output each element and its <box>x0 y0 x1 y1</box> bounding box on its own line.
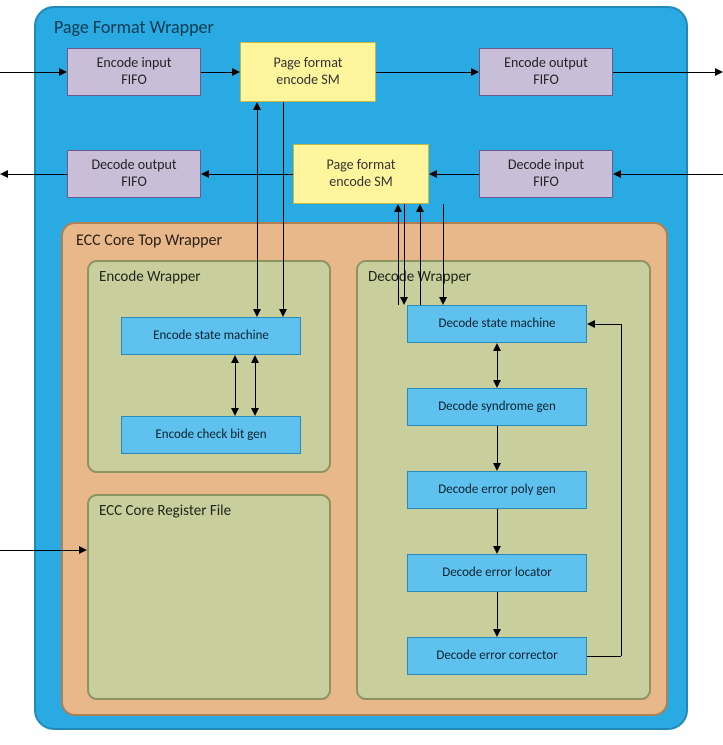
esm-ecbg-2-dn <box>251 408 259 416</box>
arrow-head-dof-to-out <box>0 170 8 178</box>
arrow-dsm-dsg <box>497 351 499 380</box>
pf-encode-sm-top: Page format encode SM <box>240 42 376 102</box>
decode-input-fifo: Decode input FIFO <box>479 150 613 198</box>
arrow-del-dec <box>497 592 499 629</box>
arrow-in-to-eif <box>0 72 59 74</box>
arrow-head-down-dsm-dsg <box>493 380 501 388</box>
arrow-head-sm1-to-eof <box>471 68 479 76</box>
sm2-dsm-down-head <box>439 297 447 305</box>
esm-ecbg-2 <box>255 363 257 408</box>
decode-error-locator: Decode error locator <box>407 554 587 592</box>
decode-error-corrector: Decode error corrector <box>407 637 587 675</box>
arrow-dsg-dpg <box>497 426 499 463</box>
arrow-in-to-dif <box>621 174 723 176</box>
arrow-sm2-to-dof <box>209 174 293 176</box>
arrow-head-up-esm-ecbg <box>231 355 239 363</box>
page-format-wrapper-label: Page Format Wrapper <box>54 16 214 38</box>
loop-v <box>621 324 623 656</box>
sm2-dsm-down <box>443 204 445 297</box>
arrow-head-reg-in <box>79 546 87 554</box>
arrow-dof-to-out <box>8 174 67 176</box>
encode-wrapper-label: Encode Wrapper <box>99 268 201 286</box>
arrow-head-up-sm1-esm <box>253 102 261 110</box>
decode-error-poly-gen: Decode error poly gen <box>407 471 587 509</box>
arrow-head-sm2-to-dof <box>201 170 209 178</box>
pf-encode-sm-bottom: Page format encode SM <box>293 144 429 204</box>
arrow-esm-ecbg <box>235 363 237 408</box>
arrow-head-sm2-a <box>400 297 408 305</box>
loop-h1 <box>587 656 621 658</box>
decode-output-fifo: Decode output FIFO <box>67 150 201 198</box>
arrow-head-dpg-del <box>493 546 501 554</box>
ecc-core-top-wrapper-label: ECC Core Top Wrapper <box>76 231 222 250</box>
loop-h2 <box>595 324 621 326</box>
arrow-head-del-dec <box>493 629 501 637</box>
arrow-eif-to-sm1 <box>201 72 232 74</box>
arrow-dif-to-sm2 <box>437 174 479 176</box>
decode-state-machine: Decode state machine <box>407 305 587 343</box>
arrow-sm1-to-eof <box>376 72 471 74</box>
arrow-head-down-sm1-esm <box>253 309 261 317</box>
sm2-dsm-1 <box>420 212 422 305</box>
arrow-head-sm1-down <box>279 309 287 317</box>
arrow-dpg-del <box>497 509 499 546</box>
arrow-head-in-to-eif <box>59 68 67 76</box>
arrow-reg-in <box>0 550 79 552</box>
ecc-reg-file-label: ECC Core Register File <box>99 502 231 520</box>
sm2-dsm-0 <box>398 212 400 305</box>
arrow-sm1-esm <box>257 110 259 309</box>
arrow-sm1-down <box>283 102 285 309</box>
sm2-dsm-head-1 <box>416 204 424 212</box>
arrow-head-eof-to-out <box>715 68 723 76</box>
arrow-head-down-esm-ecbg <box>231 408 239 416</box>
encode-input-fifo: Encode input FIFO <box>67 48 201 96</box>
esm-ecbg-2-up <box>251 355 259 363</box>
encode-state-machine: Encode state machine <box>121 317 301 355</box>
loop-head <box>587 320 595 328</box>
encode-output-fifo: Encode output FIFO <box>479 48 613 96</box>
arrow-head-in-to-dif <box>613 170 621 178</box>
arrow-sm2-a <box>404 204 406 297</box>
arrow-head-dsg-dpg <box>493 463 501 471</box>
encode-check-bit-gen: Encode check bit gen <box>121 416 301 454</box>
arrow-head-dif-to-sm2 <box>429 170 437 178</box>
ecc-reg-file <box>87 494 331 700</box>
sm2-dsm-head-0 <box>394 204 402 212</box>
arrow-head-up-dsm-dsg <box>493 343 501 351</box>
decode-syndrome-gen: Decode syndrome gen <box>407 388 587 426</box>
arrow-eof-to-out <box>613 72 715 74</box>
arrow-head-eif-to-sm1 <box>232 68 240 76</box>
